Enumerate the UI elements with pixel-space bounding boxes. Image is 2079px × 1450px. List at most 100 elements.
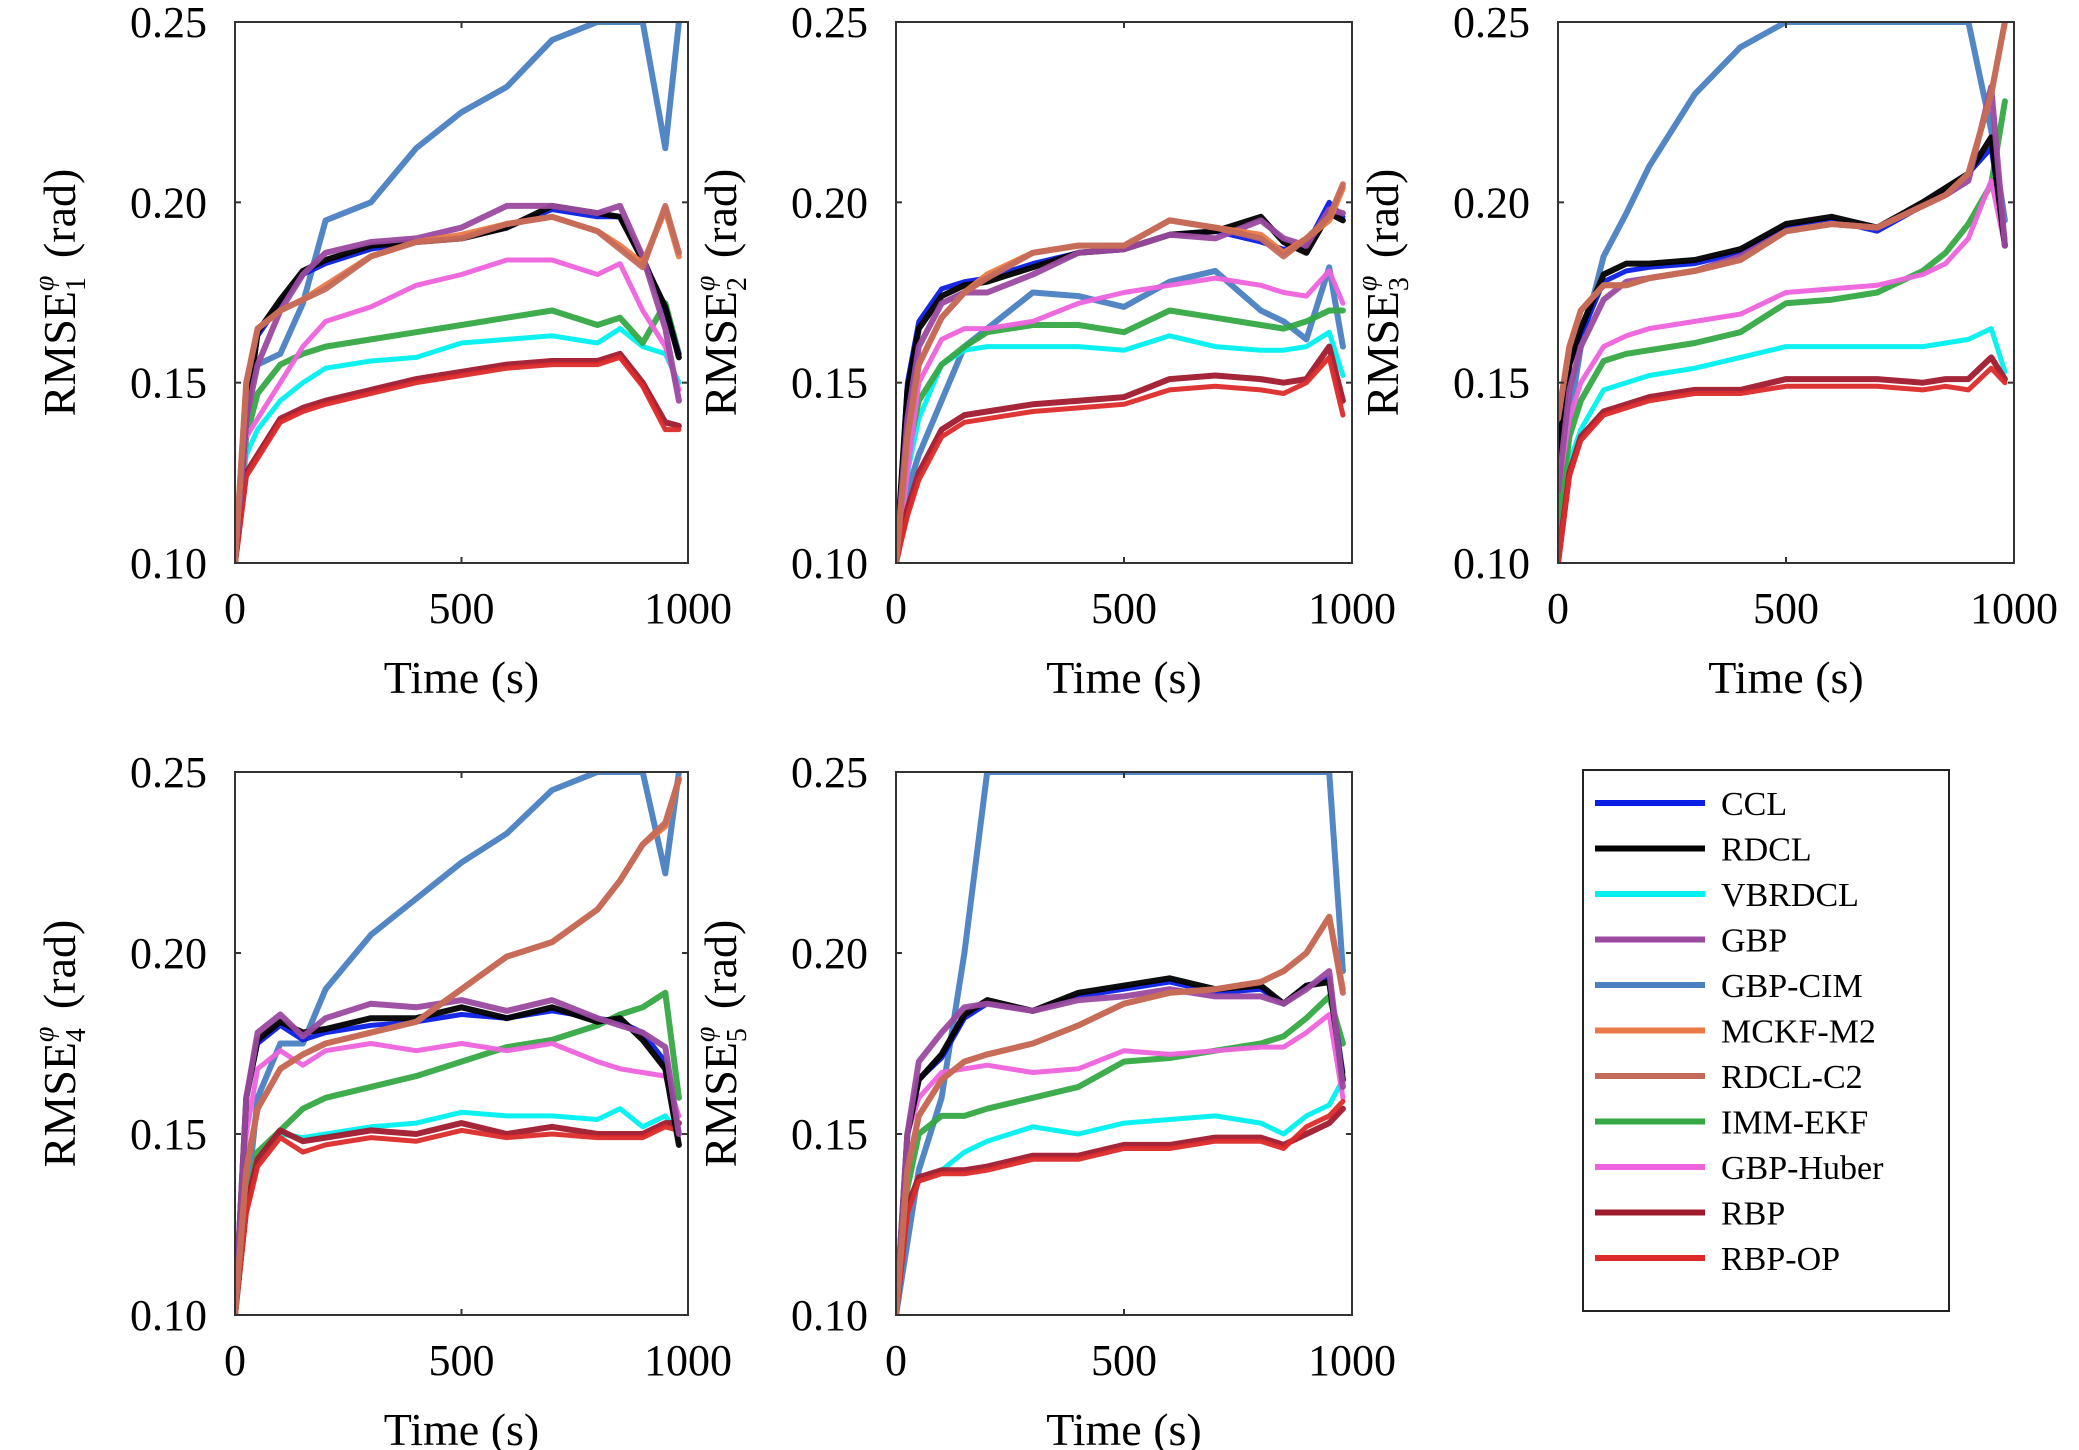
y-axis-label: RMSE3φ (rad) (1352, 169, 1415, 417)
y-label-superscript: φ (690, 1027, 721, 1043)
series-line-rbp-op (235, 1124, 682, 1315)
legend-item-rbp: RBP (1595, 1196, 1785, 1233)
series-line-rdcl-c2 (235, 776, 682, 1315)
x-tick-label: 1000 (1970, 584, 2058, 633)
legend-label: RDCL-C2 (1721, 1059, 1863, 1096)
x-axis-label: Time (s) (1046, 1404, 1202, 1450)
y-tick-label: 0.10 (130, 539, 207, 588)
y-axis-label: RMSE4φ (rad) (29, 920, 92, 1168)
series-line-imm-ekf (896, 993, 1346, 1315)
legend-label: MCKF-M2 (1721, 1014, 1876, 1051)
y-tick-label: 0.20 (791, 178, 868, 227)
series-line-gbp (896, 968, 1346, 1315)
x-tick-label: 0 (885, 584, 907, 633)
y-tick-label: 0.25 (1453, 0, 1530, 47)
series-line-gbp-cim (1558, 22, 2008, 530)
y-label-subscript: 4 (61, 1028, 92, 1042)
legend-label: CCL (1721, 786, 1787, 823)
y-label-subscript: 3 (1384, 277, 1415, 291)
y-label-superscript: φ (29, 1027, 60, 1043)
series-line-gbp-huber (1558, 178, 2008, 494)
series-group (235, 22, 682, 563)
x-axis-label: Time (s) (1046, 652, 1202, 703)
y-tick-label: 0.20 (130, 178, 207, 227)
x-tick-label: 500 (429, 584, 495, 633)
series-line-rdcl (896, 210, 1346, 563)
series-line-rbp-op (235, 354, 682, 563)
series-line-gbp-cim (235, 22, 682, 563)
x-tick-label: 1000 (1308, 1336, 1396, 1385)
series-line-vbrdcl (896, 329, 1346, 563)
series-line-imm-ekf (235, 300, 682, 563)
series-group (896, 181, 1346, 563)
series-line-rbp-op (896, 1098, 1346, 1315)
y-tick-label: 0.15 (1453, 359, 1530, 408)
subplot-5: 0 500 1000 0.10 0.15 0.20 0.25 Time (s) RMSE5φ (… (690, 748, 1396, 1450)
y-tick-label: 0.10 (1453, 539, 1530, 588)
legend-item-vbrdcl: VBRDCL (1595, 877, 1859, 914)
y-tick-label: 0.15 (791, 1110, 868, 1159)
y-axis-label: RMSE5φ (rad) (690, 920, 753, 1168)
series-line-imm-ekf (1558, 98, 2008, 530)
y-label-unit: (rad) (34, 169, 85, 270)
legend-frame (1582, 769, 1950, 1312)
legend-item-gbp-huber: GBP-Huber (1595, 1150, 1884, 1187)
x-tick-label: 0 (224, 584, 246, 633)
legend-item-rdcl-c2: RDCL-C2 (1595, 1059, 1863, 1096)
x-tick-label: 1000 (644, 1336, 732, 1385)
x-tick-label: 0 (224, 1336, 246, 1385)
x-tick-label: 1000 (644, 584, 732, 633)
y-label-superscript: φ (1352, 276, 1383, 292)
series-line-rbp (896, 343, 1346, 563)
series-line-gbp-cim (896, 772, 1346, 1315)
subplot-3: 0 500 1000 0.10 0.15 0.20 0.25 Time (s) RMSE3φ (… (1352, 0, 2058, 703)
y-label-subscript: 2 (722, 277, 753, 291)
series-line-gbp (235, 202, 682, 563)
y-label-main: RMSE (34, 1042, 85, 1167)
y-label-unit: (rad) (34, 920, 85, 1021)
y-label-superscript: φ (690, 276, 721, 292)
y-axis-label: RMSE2φ (rad) (690, 169, 753, 417)
y-tick-label: 0.25 (130, 0, 207, 47)
legend-label: GBP-CIM (1721, 968, 1863, 1005)
series-line-gbp-cim (235, 772, 682, 1315)
y-label-unit: (rad) (695, 169, 746, 270)
series-line-gbp (1558, 83, 2008, 494)
series-line-mckf-m2 (235, 776, 682, 1315)
y-label-main: RMSE (1357, 291, 1408, 416)
y-tick-label: 0.10 (130, 1291, 207, 1340)
y-tick-label: 0.25 (791, 0, 868, 47)
series-line-gbp-huber (235, 1041, 682, 1315)
y-label-main: RMSE (695, 291, 746, 416)
y-label-main: RMSE (695, 1042, 746, 1167)
legend-label: RBP-OP (1721, 1241, 1840, 1278)
y-label-subscript: 1 (61, 277, 92, 291)
series-line-gbp (896, 206, 1346, 563)
series-line-rbp (235, 1120, 682, 1315)
x-tick-label: 500 (1753, 584, 1819, 633)
x-axis-label: Time (s) (384, 652, 540, 703)
legend-item-gbp-cim: GBP-CIM (1595, 968, 1863, 1005)
y-tick-label: 0.20 (1453, 178, 1530, 227)
series-group (1558, 22, 2008, 563)
x-axis-label: Time (s) (1708, 652, 1864, 703)
series-line-rdcl-c2 (896, 913, 1346, 1315)
y-label-subscript: 5 (722, 1028, 753, 1042)
y-tick-label: 0.10 (791, 1291, 868, 1340)
legend-label: IMM-EKF (1721, 1105, 1868, 1142)
y-label-superscript: φ (29, 276, 60, 292)
series-line-gbp (235, 997, 682, 1315)
legend-label: VBRDCL (1721, 877, 1859, 914)
x-tick-label: 500 (1091, 1336, 1157, 1385)
y-tick-label: 0.20 (791, 929, 868, 978)
legend-item-mckf-m2: MCKF-M2 (1595, 1014, 1876, 1051)
legend-label: GBP (1721, 923, 1787, 960)
series-line-gbp-huber (896, 268, 1346, 563)
series-line-rbp (896, 1105, 1346, 1315)
y-axis-label: RMSE1φ (rad) (29, 169, 92, 417)
series-group (235, 772, 682, 1315)
axes-frame (895, 771, 1353, 1316)
